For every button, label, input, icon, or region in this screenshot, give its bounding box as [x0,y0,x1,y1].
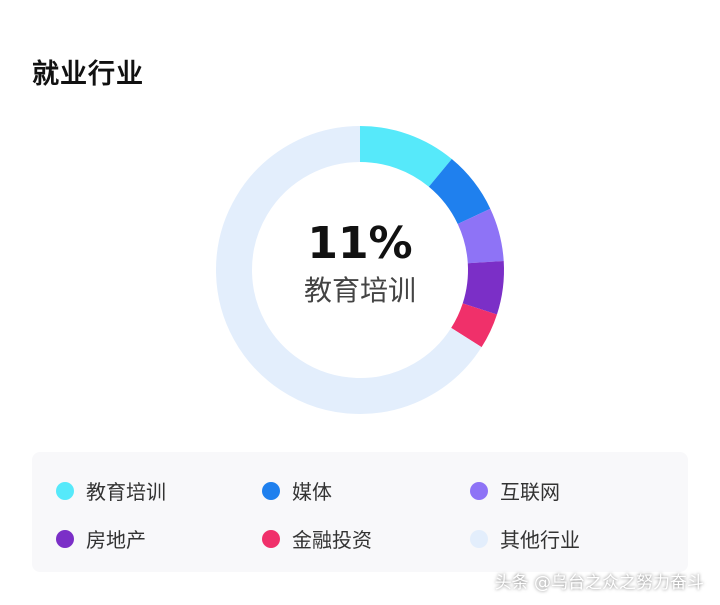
legend-dot-0 [56,481,74,500]
legend-label-3: 房地产 [86,528,146,552]
donut-chart: 11% 教育培训 [216,126,504,414]
legend-dot-5 [470,529,488,548]
center-label: 教育培训 [304,274,416,307]
chart-legend: 教育培训 媒体 互联网 房地产 金融投资 其他行业 [32,452,688,572]
legend-item-4: 金融投资 [262,524,372,553]
donut-slice-1 [428,159,491,225]
legend-item-5: 其他行业 [470,524,580,553]
watermark-text: 头条 @乌台之众之努力奋斗 [494,573,704,593]
donut-slice-0 [359,126,452,188]
donut-slice-4 [450,302,497,348]
donut-slice-3 [462,260,504,315]
donut-slice-2 [457,208,504,264]
chart-title: 就业行业 [32,59,144,90]
legend-dot-1 [262,481,280,500]
legend-item-0: 教育培训 [56,476,166,505]
legend-label-1: 媒体 [292,480,332,504]
legend-dot-4 [262,529,280,548]
donut-slice-5 [216,126,482,414]
legend-label-4: 金融投资 [292,528,372,552]
legend-item-1: 媒体 [262,476,332,505]
legend-dot-2 [470,481,488,500]
legend-label-2: 互联网 [500,480,560,504]
legend-label-0: 教育培训 [86,480,166,504]
legend-item-3: 房地产 [56,524,146,553]
legend-dot-3 [56,529,74,548]
center-value: 11% [307,218,412,269]
legend-label-5: 其他行业 [500,528,580,552]
legend-item-2: 互联网 [470,476,560,505]
